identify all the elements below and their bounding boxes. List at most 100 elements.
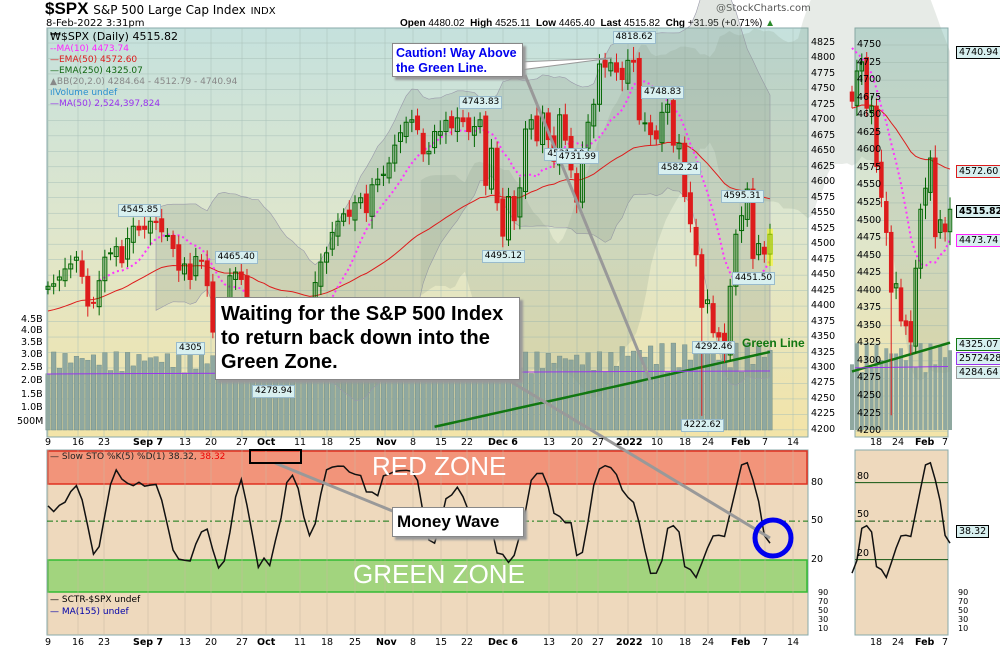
ema250-line	[434, 350, 771, 428]
x-tick: Feb	[731, 437, 751, 448]
side-candle	[908, 321, 914, 343]
x-tick-bottom: 20	[205, 637, 218, 648]
x-tick-bottom: 2022	[616, 637, 643, 648]
side-stoch-panel	[854, 449, 949, 636]
side-candle	[937, 219, 943, 233]
callout-pointer	[274, 461, 396, 514]
volume-bar	[642, 356, 648, 431]
candle	[426, 150, 432, 155]
side-price-tick: 4350	[857, 319, 882, 331]
ma155-legend: — MA(155) undef	[50, 607, 129, 617]
price-tick: 4475	[811, 253, 836, 265]
candle	[62, 268, 68, 282]
side-candle	[869, 105, 874, 113]
candle	[477, 119, 483, 128]
candle	[744, 188, 750, 220]
candle	[346, 209, 352, 217]
candle	[56, 276, 62, 281]
sub-level: 70	[818, 597, 829, 606]
side-candle	[898, 287, 904, 322]
x-tick: 8	[410, 437, 417, 448]
price-label: 4278.94	[252, 385, 296, 398]
side-sub-level: 90	[958, 588, 969, 597]
candle	[659, 111, 665, 144]
candle	[210, 281, 216, 333]
stoch-level: 20	[811, 553, 824, 565]
x-tick-bottom: Dec 6	[488, 637, 518, 648]
side-stoch-level: 20	[857, 547, 870, 559]
candle	[403, 121, 409, 137]
volume-tick: 4.5B	[21, 314, 43, 325]
side-volume-ma-line	[854, 366, 949, 369]
candle	[625, 59, 631, 84]
side-volume-bar	[894, 353, 899, 430]
price-label: 4305	[176, 342, 205, 355]
x-tick-bottom: 20	[571, 637, 584, 648]
side-volume-bar	[918, 343, 923, 430]
volume-bar	[210, 355, 216, 431]
red-zone-label: RED ZONE	[372, 451, 507, 481]
candle	[511, 196, 517, 222]
side-volume-bar	[879, 360, 884, 430]
price-tick: 4425	[811, 284, 836, 296]
candle	[517, 187, 523, 218]
price-label: 4743.83	[459, 96, 503, 110]
candle	[380, 173, 386, 176]
x-tick: 20	[571, 437, 584, 448]
x-tick-bottom: 16	[72, 637, 85, 648]
side-price-tick: 4400	[857, 284, 882, 296]
volume-bar	[659, 343, 665, 431]
candle	[329, 231, 335, 250]
last-candle-highlight	[767, 228, 773, 266]
volume-bar	[68, 362, 74, 431]
volume-bar	[545, 353, 551, 431]
volume-bar	[318, 371, 324, 431]
candle	[181, 263, 187, 275]
side-volume-bar	[923, 372, 928, 430]
x-tick-bottom: Feb	[731, 637, 751, 648]
price-tick: 4225	[811, 408, 836, 420]
price-tick: 4625	[811, 160, 836, 172]
volume-bar	[557, 355, 563, 431]
price-tick: 4800	[811, 52, 836, 64]
sub-level: 10	[818, 624, 829, 633]
candle	[119, 246, 125, 264]
volume-bar	[631, 350, 637, 431]
x-tick-bottom: 18	[679, 637, 692, 648]
x-tick: 18	[679, 437, 692, 448]
price-label: 4292.46	[692, 340, 736, 354]
price-tick: 4250	[811, 392, 836, 404]
price-label: 4582.24	[658, 162, 702, 176]
side-volume-bar	[859, 372, 864, 430]
candle	[159, 218, 165, 233]
candle	[733, 233, 739, 287]
volume-bar	[164, 353, 170, 431]
volume-bar	[181, 372, 187, 431]
price-tick: 4350	[811, 331, 836, 343]
side-price-tick: 4225	[857, 407, 882, 419]
volume-bar	[574, 354, 580, 431]
side-stoch-line	[851, 461, 951, 580]
x-tick: 27	[592, 437, 605, 448]
price-tick: 4375	[811, 315, 836, 327]
side-volume-bar	[913, 367, 918, 430]
right-label-ema250: 4325.07	[956, 338, 1000, 351]
price-tick: 4400	[811, 300, 836, 312]
candle	[170, 235, 176, 250]
sub-level: 90	[818, 588, 829, 597]
side-candle	[947, 208, 953, 233]
green-line-label: Green Line	[742, 336, 805, 350]
volume-bar	[614, 365, 620, 431]
side-sub-level: 70	[958, 597, 969, 606]
candle	[676, 142, 682, 150]
side-stoch-level: 50	[857, 509, 870, 521]
candle	[523, 128, 529, 193]
x-tick-bottom: Nov	[376, 637, 397, 648]
x-tick: 22	[461, 437, 474, 448]
price-tick: 4600	[811, 176, 836, 188]
green-zone	[47, 559, 808, 593]
side-price-tick: 4625	[857, 126, 882, 138]
volume-bar	[125, 352, 131, 431]
x-tick: Nov	[376, 437, 397, 448]
candle	[392, 144, 398, 164]
